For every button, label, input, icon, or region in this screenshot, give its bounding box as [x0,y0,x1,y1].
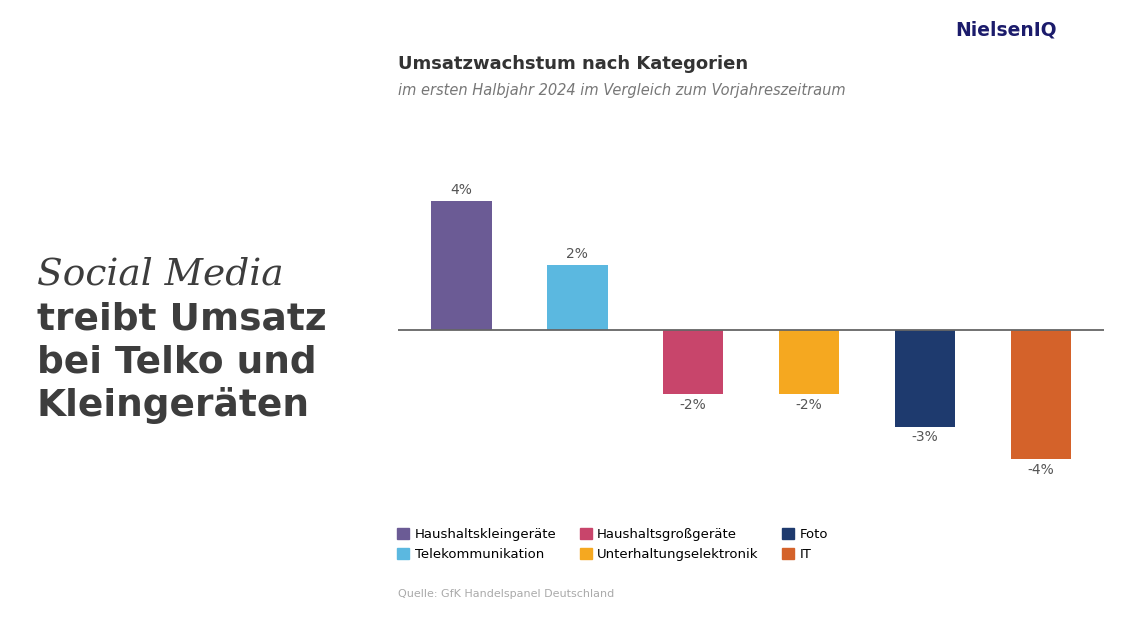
Bar [895,330,955,427]
Text: Quelle: GfK Handelspanel Deutschland: Quelle: GfK Handelspanel Deutschland [398,589,614,599]
Text: 4%: 4% [451,183,472,197]
Text: -2%: -2% [796,398,823,412]
Text: -2%: -2% [680,398,707,412]
Text: Social Media: Social Media [37,257,284,293]
Text: -3%: -3% [912,430,939,444]
Bar [1011,330,1071,459]
Text: NielsenIQ: NielsenIQ [956,20,1057,39]
Text: 2%: 2% [567,247,588,261]
Legend: Haushaltskleingeräte, Telekommunikation, Haushaltsgroßgeräte, Unterhaltungselekt: Haushaltskleingeräte, Telekommunikation,… [398,528,828,560]
Text: Umsatzwachstum nach Kategorien: Umsatzwachstum nach Kategorien [398,55,748,73]
Bar [548,265,607,330]
Bar [663,330,724,394]
Bar [432,200,491,330]
Text: -4%: -4% [1028,463,1054,477]
Text: GfK: GfK [1083,32,1110,45]
Text: treibt Umsatz
bei Telko und
Kleingeräten: treibt Umsatz bei Telko und Kleingeräten [37,301,327,424]
Text: im ersten Halbjahr 2024 im Vergleich zum Vorjahreszeitraum: im ersten Halbjahr 2024 im Vergleich zum… [398,83,845,98]
Bar [779,330,840,394]
